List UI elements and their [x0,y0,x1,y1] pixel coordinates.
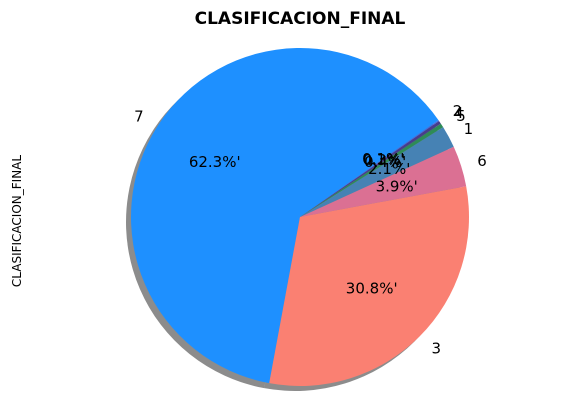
category-label-1: 1 [464,120,474,138]
pie-slice-1 [300,127,454,217]
pie-slice-7 [130,47,439,384]
y-axis-label: CLASIFICACION_FINAL [10,155,24,287]
category-label-4: 4 [454,104,464,122]
percent-label-7: 62.3%' [189,153,241,171]
pie-slice-3 [269,186,469,386]
pie-slices [130,47,469,386]
percent-label-4: 0.3%' [363,151,405,169]
category-label-6: 6 [477,152,487,170]
percent-label-3: 30.8%' [346,280,398,298]
chart-title: CLASIFICACION_FINAL [195,9,406,29]
pie-slice-5 [300,123,444,217]
pie-slice-2 [300,120,440,217]
pie-slice-6 [300,146,467,217]
category-label-5: 5 [456,107,466,125]
category-label-7: 7 [134,107,144,125]
pie-slice-4 [300,120,441,217]
category-label-3: 3 [431,339,441,357]
category-label-2: 2 [453,102,463,120]
pie-labels: 7 62.3%' 3 30.8%' 6 3.9%' 1 2.1%' 5 0.4%' 4 0.3%' 2 0… [134,102,487,358]
percent-label-6: 3.9%' [376,177,418,195]
percent-label-2: 0.1%' [362,150,404,168]
percent-label-1: 2.1%' [368,160,410,178]
percent-label-5: 0.4%' [364,153,406,171]
